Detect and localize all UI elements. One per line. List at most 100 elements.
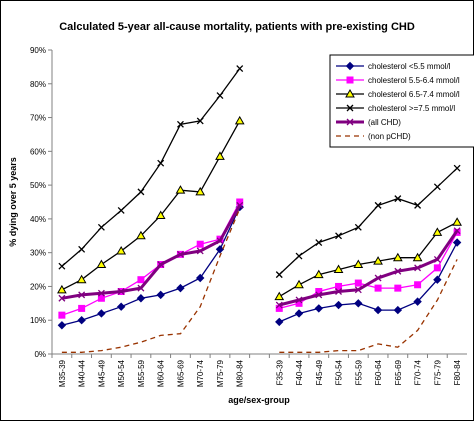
marker	[346, 76, 354, 84]
marker	[453, 164, 461, 172]
marker	[216, 237, 224, 245]
marker	[117, 288, 125, 295]
y-tick-label: 30%	[30, 249, 46, 258]
chart-title: Calculated 5-year all-cause mortality, p…	[59, 21, 415, 33]
series-line	[61, 120, 458, 298]
marker	[452, 238, 462, 247]
marker	[294, 309, 304, 318]
x-tick-label: M80-84	[236, 359, 245, 387]
marker	[156, 290, 165, 300]
marker	[274, 291, 285, 301]
marker	[97, 309, 106, 318]
marker	[346, 104, 354, 112]
marker	[176, 250, 184, 258]
marker	[346, 118, 354, 126]
legend-label: cholesterol >=7.5 mmol/l	[368, 104, 455, 113]
marker	[57, 321, 67, 330]
marker	[335, 232, 343, 240]
marker	[314, 304, 323, 313]
marker	[354, 279, 362, 287]
marker	[433, 255, 441, 263]
marker	[196, 240, 204, 248]
marker	[136, 294, 146, 303]
x-tick-label: M45-49	[97, 359, 106, 387]
marker	[313, 269, 324, 279]
marker	[196, 273, 205, 283]
marker	[345, 88, 355, 98]
marker	[96, 259, 107, 268]
x-tick-label: M55-59	[137, 359, 146, 387]
marker	[175, 185, 186, 194]
legend-label: cholesterol 6.5-7.4 mmol/l	[368, 90, 460, 99]
y-tick-label: 80%	[30, 80, 46, 89]
marker	[116, 302, 126, 311]
marker	[345, 61, 355, 71]
x-tick-label: F70-74	[414, 359, 423, 385]
series-line	[61, 206, 458, 326]
marker	[216, 92, 224, 100]
marker	[374, 274, 382, 282]
marker	[452, 217, 462, 226]
marker	[58, 294, 66, 302]
marker	[234, 115, 245, 125]
x-tick-label: F45-49	[315, 359, 324, 385]
marker	[116, 245, 127, 255]
marker	[354, 299, 363, 308]
x-tick-label: F80-84	[453, 359, 462, 385]
marker	[374, 201, 382, 209]
marker	[335, 288, 343, 295]
marker	[137, 188, 145, 196]
marker	[295, 252, 303, 260]
marker	[433, 183, 441, 191]
marker	[315, 239, 323, 246]
x-tick-label: F40-44	[295, 359, 304, 385]
marker	[215, 151, 225, 160]
marker	[157, 261, 165, 268]
marker	[236, 65, 244, 73]
x-tick-label: F75-79	[433, 359, 442, 385]
y-tick-label: 10%	[30, 316, 46, 325]
x-tick-label: F60-64	[374, 359, 383, 385]
series-line	[61, 204, 459, 307]
marker	[76, 274, 87, 284]
y-tick-label: 90%	[30, 46, 46, 55]
x-tick-label: F50-54	[335, 359, 344, 385]
marker	[176, 120, 184, 128]
y-tick-label: 20%	[30, 282, 46, 291]
marker	[275, 271, 283, 279]
marker	[58, 262, 66, 270]
marker	[333, 264, 344, 274]
x-tick-label: M65-69	[176, 359, 185, 387]
marker	[394, 284, 402, 292]
series-line	[61, 68, 458, 276]
y-axis-label: % dying over 5 years	[8, 157, 18, 247]
marker	[374, 284, 382, 292]
marker	[57, 284, 67, 294]
marker	[373, 305, 383, 315]
marker	[373, 256, 383, 265]
marker	[414, 264, 422, 272]
y-tick-label: 70%	[30, 114, 46, 123]
legend-label: cholesterol <5.5 mmol/l	[368, 62, 451, 71]
marker	[412, 252, 423, 262]
marker	[136, 230, 146, 240]
marker	[295, 296, 303, 304]
marker	[195, 186, 206, 196]
marker	[77, 316, 86, 325]
marker	[215, 245, 225, 254]
legend-label: cholesterol 5.5-6.4 mmol/l	[368, 76, 460, 85]
marker	[97, 223, 105, 231]
marker	[97, 289, 105, 297]
marker	[176, 283, 185, 293]
marker	[394, 267, 402, 275]
y-tick-label: 0%	[34, 350, 46, 359]
marker	[315, 291, 323, 299]
marker	[275, 317, 284, 327]
marker	[78, 245, 86, 253]
marker	[155, 210, 166, 220]
marker	[137, 276, 145, 284]
marker	[433, 264, 441, 272]
x-tick-label: M60-64	[157, 359, 166, 387]
marker	[196, 247, 204, 255]
